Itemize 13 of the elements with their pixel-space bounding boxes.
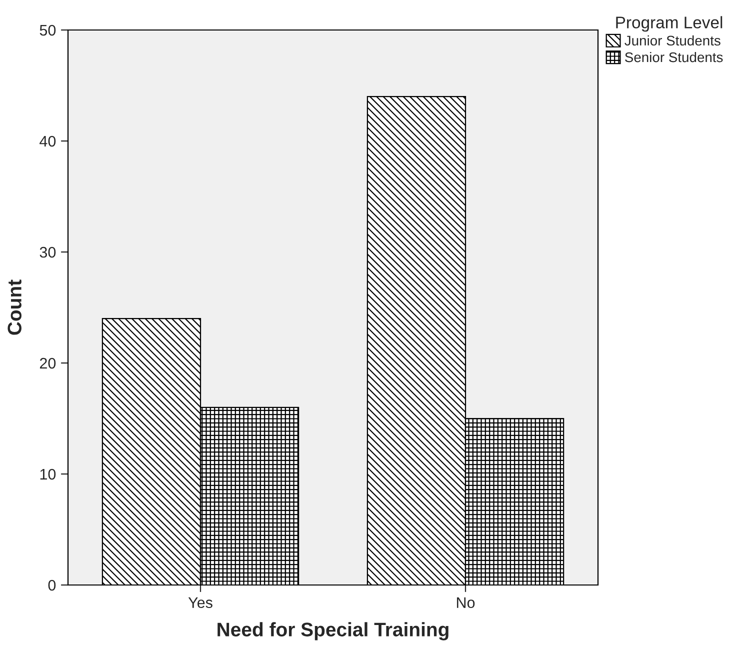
legend-title: Program Level (616, 16, 722, 32)
y-tick-label: 50 (40, 24, 56, 36)
y-tick-label: 20 (40, 358, 56, 369)
legend-label: Senior Students (625, 52, 723, 62)
y-axis-title: Count (8, 280, 22, 335)
y-tick-label: 0 (48, 580, 56, 591)
x-tick-label: Yes (188, 597, 212, 608)
y-tick-label: 40 (40, 136, 56, 147)
x-tick-label: No (456, 597, 475, 608)
y-tick-label: 10 (40, 468, 56, 480)
y-tick-label: 30 (40, 246, 56, 258)
legend-label: Junior Students (624, 35, 720, 46)
x-axis-title: Need for Special Training (218, 622, 448, 640)
